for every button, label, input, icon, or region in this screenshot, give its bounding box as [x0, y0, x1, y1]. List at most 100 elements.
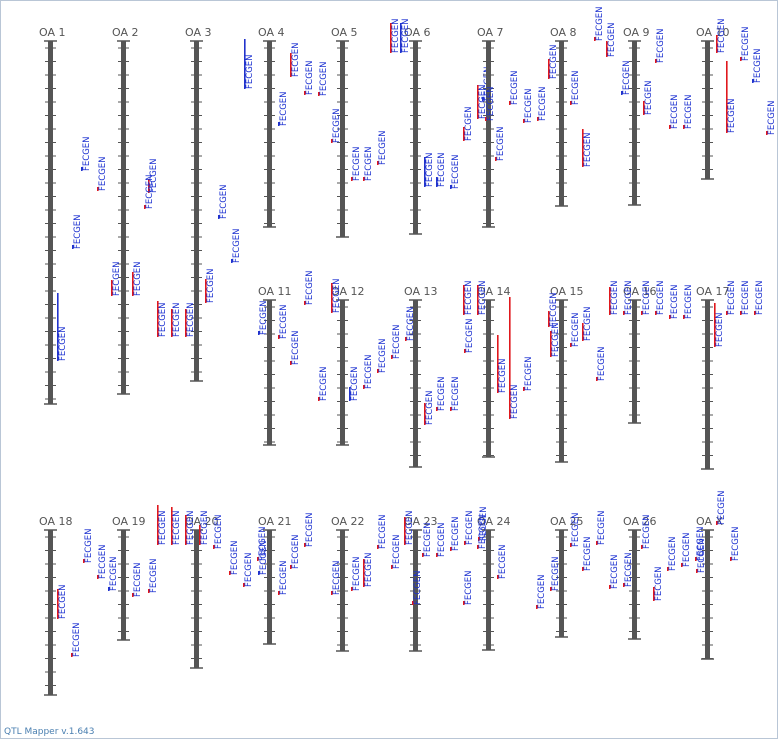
- qtl-interval-bar: [550, 587, 552, 591]
- qtl-interval-bar: [363, 177, 365, 181]
- qtl-interval-bar: [108, 587, 110, 591]
- qtl-label: FECGEN: [172, 302, 182, 337]
- qtl-label: FECGEN: [149, 158, 159, 193]
- qtl-label: FECGEN: [486, 86, 496, 121]
- chromosome-4: OA 4 FECGEN FECGEN FECGEN FECGEN FECGEN: [244, 26, 329, 228]
- chromosome-label: OA 2: [112, 26, 139, 39]
- qtl-1: FECGEN: [609, 280, 620, 315]
- qtl-interval-bar: [111, 280, 113, 296]
- qtl-label: FECGEN: [656, 280, 666, 315]
- qtl-label: FECGEN: [731, 526, 741, 561]
- qtl-interval-bar: [716, 35, 718, 53]
- qtl-label: FECGEN: [654, 566, 664, 601]
- chromosome-bar: [705, 300, 710, 469]
- qtl-label: FECGEN: [406, 306, 416, 341]
- qtl-interval-bar: [582, 323, 584, 341]
- qtl-3: FECGEN: [641, 280, 652, 315]
- qtl-1: FECGEN: [157, 301, 168, 337]
- qtl-label: FECGEN: [670, 94, 680, 129]
- chromosome-label: OA 21: [258, 515, 291, 528]
- qtl-1: FECGEN: [157, 505, 168, 545]
- chromosome-map: OA 1 FECGEN FECGEN FECGEN FECGEN FECGEN OA 2 FE…: [39, 6, 777, 696]
- qtl-label: FECGEN: [319, 61, 329, 96]
- qtl-label: FECGEN: [133, 261, 143, 296]
- qtl-label: FECGEN: [717, 18, 727, 53]
- qtl-3: FECGEN: [450, 376, 461, 411]
- qtl-label: FECGEN: [437, 376, 447, 411]
- qtl-interval-bar: [641, 311, 643, 315]
- qtl-label: FECGEN: [214, 514, 224, 549]
- qtl-6: FECGEN: [205, 268, 216, 303]
- qtl-label: FECGEN: [684, 284, 694, 319]
- qtl-5: FECGEN: [683, 94, 694, 129]
- qtl-label: FECGEN: [158, 510, 168, 545]
- qtl-interval-bar: [683, 315, 685, 319]
- qtl-interval-bar: [331, 139, 333, 143]
- qtl-interval-bar: [257, 557, 259, 561]
- chromosome-label: OA 4: [258, 26, 285, 39]
- qtl-4: FECGEN: [218, 184, 229, 219]
- qtl-1: FECGEN: [536, 574, 547, 609]
- chromosome-bar: [267, 530, 272, 644]
- qtl-6: FECGEN: [681, 532, 692, 567]
- qtl-2: FECGEN: [643, 80, 654, 115]
- qtl-label: FECGEN: [644, 80, 654, 115]
- qtl-label: FECGEN: [583, 132, 593, 167]
- qtl-2: FECGEN: [550, 556, 561, 591]
- qtl-1: FECGEN: [57, 584, 68, 619]
- qtl-label: FECGEN: [727, 280, 737, 315]
- qtl-2: FECGEN: [132, 562, 143, 597]
- qtl-label: FECGEN: [496, 126, 506, 161]
- qtl-label: FECGEN: [510, 384, 520, 419]
- qtl-label: FECGEN: [352, 146, 362, 181]
- qtl-interval-bar: [477, 545, 479, 549]
- qtl-label: FECGEN: [405, 510, 415, 545]
- qtl-interval-bar: [185, 515, 187, 545]
- qtl-label: FECGEN: [668, 536, 678, 571]
- qtl-1: FECGEN: [548, 292, 559, 327]
- qtl-3: FECGEN: [495, 126, 506, 161]
- qtl-interval-bar: [582, 567, 584, 571]
- qtl-2: FECGEN: [148, 158, 159, 193]
- qtl-label: FECGEN: [82, 136, 92, 171]
- qtl-3: FECGEN: [730, 526, 741, 561]
- qtl-label: FECGEN: [401, 18, 411, 53]
- qtl-label: FECGEN: [571, 70, 581, 105]
- qtl-2: FECGEN: [570, 70, 581, 105]
- qtl-label: FECGEN: [696, 526, 706, 561]
- qtl-label: FECGEN: [332, 560, 342, 595]
- qtl-label: FECGEN: [230, 540, 240, 575]
- qtl-label: FECGEN: [597, 346, 607, 381]
- qtl-label: FECGEN: [364, 354, 374, 389]
- qtl-interval-bar: [478, 537, 480, 541]
- qtl-interval-bar: [318, 397, 320, 401]
- qtl-interval-bar: [424, 157, 426, 187]
- qtl-label: FECGEN: [498, 358, 508, 393]
- qtl-label: FECGEN: [595, 6, 605, 41]
- qtl-interval-bar: [231, 259, 233, 263]
- chromosome-label: OA 18: [39, 515, 72, 528]
- qtl-3: FECGEN: [363, 146, 374, 181]
- qtl-label: FECGEN: [465, 318, 475, 353]
- qtl-3: FECGEN: [424, 152, 435, 187]
- chromosome-bar: [267, 300, 272, 445]
- qtl-label: FECGEN: [583, 536, 593, 571]
- chromosome-label: OA 11: [258, 285, 291, 298]
- qtl-6: FECGEN: [683, 284, 694, 319]
- qtl-interval-bar: [243, 583, 245, 587]
- chromosome-label: OA 12: [331, 285, 364, 298]
- qtl-label: FECGEN: [537, 574, 547, 609]
- chromosome-label: OA 8: [550, 26, 577, 39]
- qtl-1: FECGEN: [108, 556, 119, 591]
- qtl-interval-bar: [548, 59, 550, 79]
- qtl-interval-bar: [726, 61, 728, 133]
- qtl-interval-bar: [391, 565, 393, 569]
- qtl-label: FECGEN: [206, 268, 216, 303]
- qtl-interval-bar: [641, 545, 643, 549]
- qtl-2: FECGEN: [171, 302, 182, 337]
- qtl-3: FECGEN: [290, 42, 301, 77]
- qtl-1: FECGEN: [696, 538, 707, 573]
